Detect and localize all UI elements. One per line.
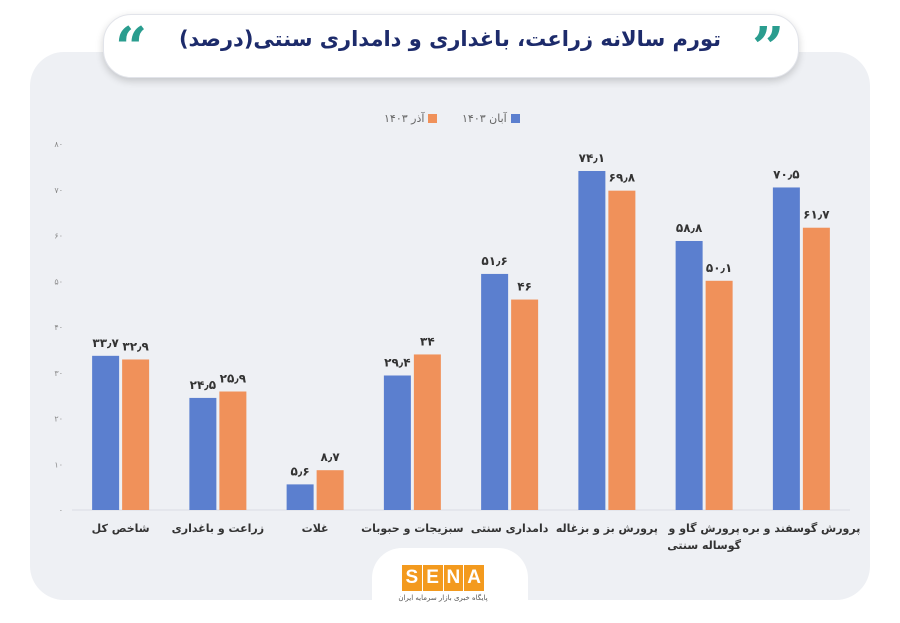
logo-letter-a: A [464, 565, 484, 591]
x-category-label: پرورش گاو و [668, 522, 740, 535]
y-tick-label: ۱۰ [54, 460, 63, 469]
chart-legend: آبان ۱۴۰۳ آذر ۱۴۰۳ [370, 112, 540, 128]
bar-series-1 [189, 397, 217, 510]
data-label-series-2: ۲۵٫۹ [220, 372, 247, 386]
x-category-label: پرورش گوسفند و بره [742, 522, 860, 535]
logo-subtitle: پایگاه خبری بازار سرمایه ایران [398, 594, 488, 602]
y-tick-label: ۸۰ [54, 140, 63, 149]
bar-series-1 [286, 484, 314, 510]
bar-series-2 [316, 470, 344, 510]
title-banner [103, 14, 799, 78]
x-category-label: غلات [302, 522, 329, 535]
y-tick-label: ۲۰ [54, 415, 63, 424]
data-label-series-2: ۳۴ [420, 334, 435, 348]
y-tick-label: ۴۰ [54, 323, 63, 332]
bar-series-2 [608, 190, 636, 511]
data-label-series-2: ۴۶ [517, 280, 532, 294]
x-category-label: گوساله سنتی [667, 539, 741, 552]
data-label-series-2: ۶۹٫۸ [609, 171, 636, 185]
bar-series-1 [675, 240, 703, 511]
x-category-label: دامداری سنتی [471, 522, 549, 535]
y-tick-label: ۰ [59, 506, 63, 515]
data-label-series-1: ۳۳٫۷ [92, 336, 119, 350]
data-label-series-2: ۸٫۷ [321, 450, 341, 464]
x-category-label: پرورش بز و بزغاله [556, 522, 658, 535]
logo-letter-s: S [402, 565, 422, 591]
y-tick-label: ۷۰ [54, 186, 63, 195]
data-label-series-1: ۲۴٫۵ [190, 378, 216, 392]
bar-series-2 [802, 227, 830, 510]
x-category-label: شاخص کل [92, 522, 150, 535]
legend-label-series-2: آذر ۱۴۰۳ [384, 112, 425, 125]
data-label-series-1: ۵۱٫۶ [481, 254, 507, 268]
y-tick-label: ۵۰ [54, 277, 63, 286]
bar-series-1 [481, 273, 509, 510]
x-category-label: زراعت و باغداری [172, 522, 264, 535]
y-tick-label: ۶۰ [54, 232, 63, 241]
bar-series-2 [122, 359, 150, 510]
legend-label-series-1: آبان ۱۴۰۳ [462, 112, 507, 125]
chart-title: تورم سالانه زراعت، باغداری و دامداری سنت… [178, 27, 722, 51]
y-tick-label: ۳۰ [54, 369, 63, 378]
logo-letter-e: E [422, 565, 443, 591]
sena-logo: S E N A [402, 565, 484, 591]
logo-letter-n: N [443, 565, 464, 591]
bar-series-1 [578, 170, 606, 510]
legend-item-series-2: آذر ۱۴۰۳ [384, 112, 438, 125]
data-label-series-1: ۷۴٫۱ [579, 151, 605, 165]
bar-series-2 [511, 299, 539, 510]
bar-series-2 [219, 391, 247, 510]
data-label-series-2: ۵۰٫۱ [706, 261, 732, 275]
legend-swatch-series-1 [510, 114, 520, 123]
data-label-series-1: ۲۹٫۴ [384, 355, 410, 369]
bar-series-2 [705, 280, 733, 510]
legend-item-series-1: آبان ۱۴۰۳ [462, 112, 520, 125]
bar-series-1 [383, 375, 411, 510]
x-category-label: سبزیجات و حبوبات [361, 522, 464, 535]
bar-series-2 [413, 354, 441, 510]
data-label-series-1: ۵۸٫۸ [676, 221, 703, 235]
data-label-series-1: ۷۰٫۵ [773, 167, 799, 181]
data-label-series-2: ۶۱٫۷ [803, 208, 830, 222]
quote-close-icon: ” [752, 15, 785, 81]
data-label-series-1: ۵٫۶ [291, 464, 310, 478]
quote-open-icon: “ [115, 15, 148, 81]
data-label-series-2: ۳۲٫۹ [122, 339, 149, 353]
bar-series-1 [92, 355, 120, 510]
legend-swatch-series-2 [428, 114, 438, 123]
bar-series-1 [772, 187, 800, 510]
